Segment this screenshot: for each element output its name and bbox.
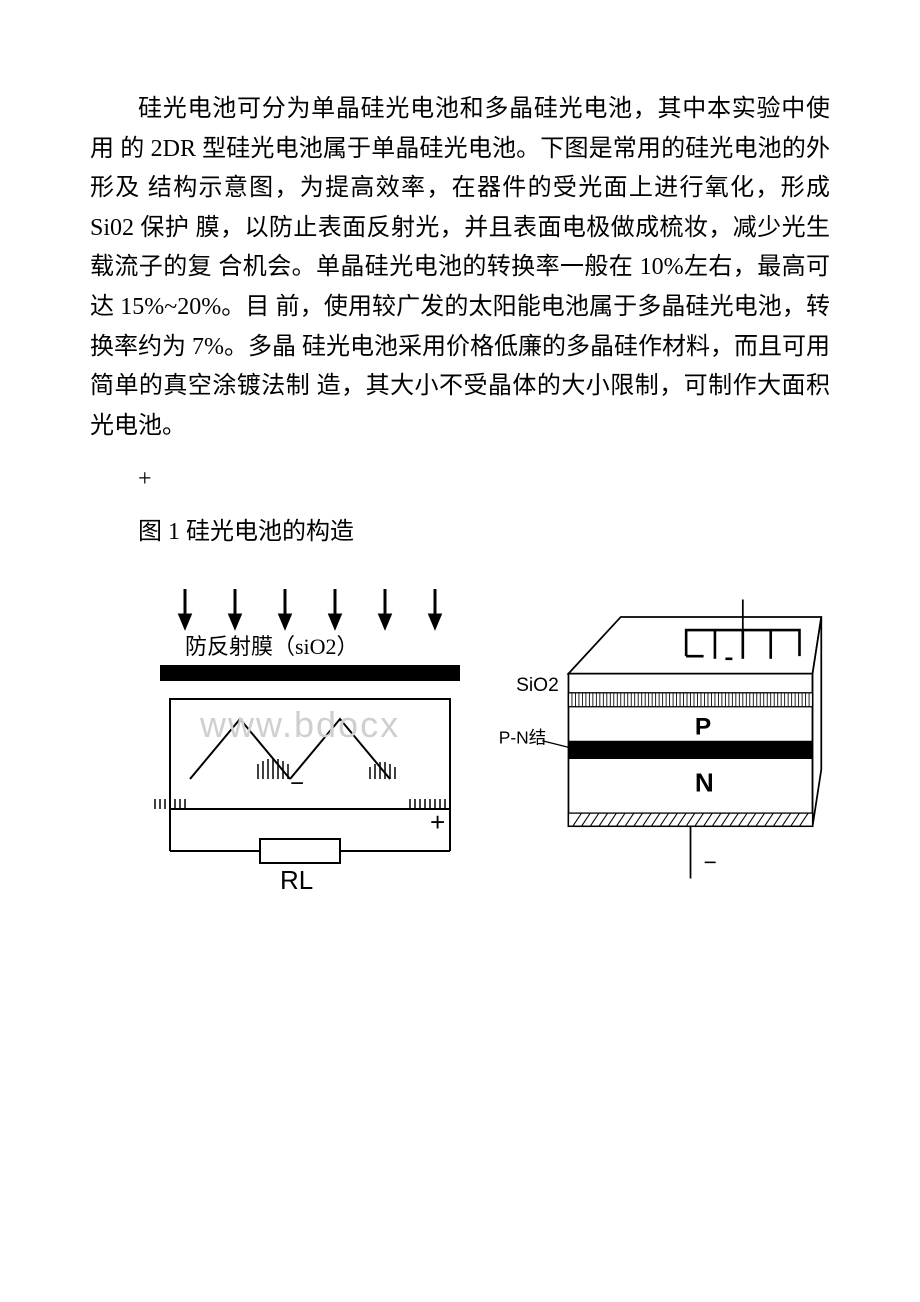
- document-page: 硅光电池可分为单晶硅光电池和多晶硅光电池，其中本实验中使用 的 2DR 型硅光电…: [0, 0, 920, 954]
- svg-text:+: +: [430, 807, 445, 837]
- film-label: 防反射膜（siO2）: [185, 634, 359, 659]
- p-label: P: [695, 714, 711, 741]
- figure-left-wrap: www.bdocx 防反射膜（siO2）: [130, 569, 490, 914]
- rl-label: RL: [280, 865, 313, 895]
- n-label: N: [695, 767, 714, 797]
- svg-text:−: −: [704, 849, 717, 875]
- sio2-label: SiO2: [516, 675, 559, 696]
- figure-right-svg: SiO2 P-N结 P N −: [490, 569, 830, 909]
- figure-caption: 图 1 硅光电池的构造: [90, 513, 830, 551]
- plus-symbol: +: [90, 460, 830, 498]
- figure-left-svg: 防反射膜（siO2）: [130, 569, 490, 909]
- pn-label: P-N结: [499, 727, 546, 747]
- figure-row: www.bdocx 防反射膜（siO2）: [130, 569, 830, 914]
- svg-text:−: −: [290, 770, 304, 797]
- main-paragraph: 硅光电池可分为单晶硅光电池和多晶硅光电池，其中本实验中使用 的 2DR 型硅光电…: [90, 90, 830, 446]
